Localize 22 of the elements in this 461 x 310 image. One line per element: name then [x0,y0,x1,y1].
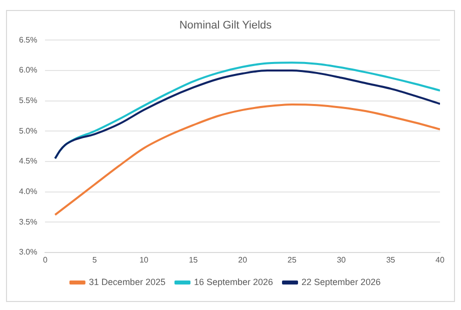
y-tick-label: 4.0% [19,186,38,196]
y-tick-label: 6.0% [19,66,38,75]
y-tick-label: 5.5% [19,96,38,106]
y-tick-label: 3.0% [19,248,38,257]
y-tick-label: 3.5% [19,217,38,226]
y-tick-label: 5.0% [19,126,38,136]
legend-label: 16 September 2026 [194,276,274,287]
x-tick-label: 30 [336,255,346,264]
y-tick-label: 4.5% [19,156,38,166]
x-tick-label: 10 [139,255,149,264]
x-tick-label: 35 [386,255,396,264]
x-tick-label: 20 [238,255,248,264]
x-tick-label: 25 [288,255,297,264]
x-tick-label: 0 [43,255,48,264]
legend-label: 31 December 2025 [88,276,166,287]
x-tick-label: 5 [92,255,98,264]
legend-label: 22 September 2026 [302,276,381,287]
line-series [54,103,440,216]
x-tick-label: 15 [188,255,198,264]
x-tick-label: 40 [436,255,445,264]
y-tick-label: 6.5% [19,35,38,44]
chart-title: Nominal Gilt Yields [179,20,272,32]
